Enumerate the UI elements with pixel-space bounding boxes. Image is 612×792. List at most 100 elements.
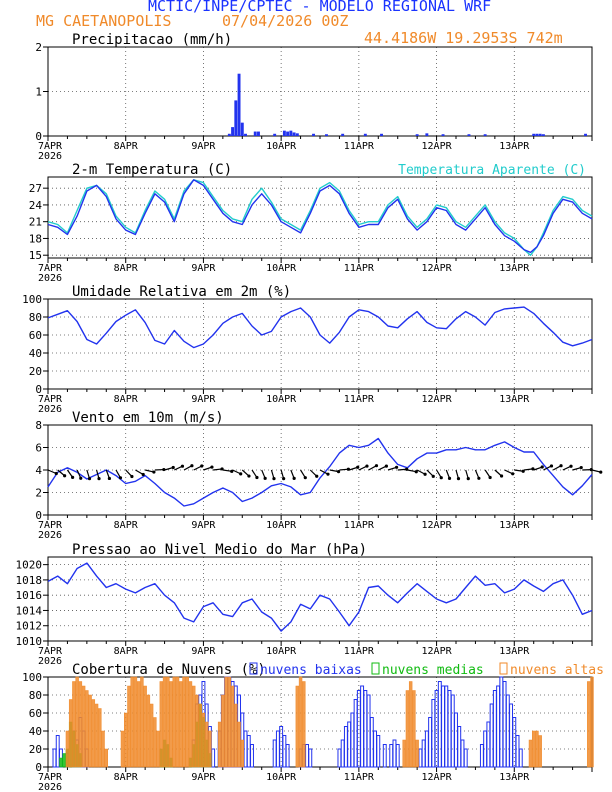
cloud-bar-altas — [98, 708, 102, 768]
cloud-bar-altas — [127, 685, 131, 768]
precip-bar — [237, 73, 241, 136]
x-tick-label: 12APR — [422, 520, 453, 531]
wind-arrow-head — [272, 477, 276, 481]
wind-arrow-head — [303, 476, 307, 480]
cloud-bar-altas — [298, 676, 303, 768]
precip-bar — [441, 134, 445, 136]
wind-arrow-head — [423, 472, 427, 476]
wind-arrow-head — [54, 471, 58, 476]
cloud-bar-baixas — [55, 735, 60, 768]
x-tick-label: 7APR — [38, 646, 63, 657]
cloud-bar-baixas — [444, 685, 449, 768]
cloud-bar-altas — [162, 676, 167, 768]
cloud-bar-altas — [198, 703, 202, 768]
x-year-label: 2026 — [38, 782, 62, 792]
cloud-bar-baixas — [515, 735, 520, 768]
x-tick-label: 7APR — [38, 141, 63, 152]
cloud-bar-baixas — [376, 735, 381, 768]
cloud-bar-altas — [149, 703, 154, 768]
x-tick-label: 11APR — [344, 772, 375, 783]
cloud-bar-baixas — [489, 703, 494, 768]
x-tick-label: 8APR — [114, 772, 139, 783]
cloud-bar-altas — [101, 730, 105, 768]
cloud-bar-altas — [195, 694, 199, 768]
precip-bar — [380, 133, 383, 136]
wind-arrow-head — [414, 470, 418, 474]
precip-bar — [341, 133, 345, 136]
cloud-bar-altas — [146, 694, 151, 768]
cloud-bar-baixas — [479, 744, 484, 768]
cloud-bar-altas — [201, 712, 206, 768]
y-tick-label: 80 — [29, 689, 42, 702]
wind-arrow-head — [511, 472, 515, 476]
y-tick-label: 40 — [29, 347, 42, 360]
precip-bar — [532, 133, 536, 136]
x-tick-label: 12APR — [422, 646, 453, 657]
cloud-bar-altas — [412, 690, 416, 768]
panel-frame — [47, 556, 593, 642]
y-tick-label: 80 — [29, 311, 42, 324]
wind-arrow-head — [97, 477, 101, 481]
cloud-bar-altas — [169, 681, 173, 768]
wind-arrow-head — [141, 472, 145, 477]
x-tick-label: 8APR — [114, 263, 139, 274]
cloud-bar-altas — [590, 676, 594, 768]
y-tick-label: 1012 — [16, 620, 43, 633]
wind-arrow-head — [282, 477, 286, 481]
precip-bar — [289, 130, 293, 136]
cloud-bar-altas — [75, 676, 79, 768]
cloud-bar-altas — [140, 676, 144, 768]
cloud-bar-baixas — [496, 685, 501, 768]
y-tick-label: 20 — [29, 365, 42, 378]
wind-arrow-head — [79, 476, 83, 480]
cloud-bar-baixas — [275, 730, 280, 768]
cloud-bar-baixas — [421, 739, 426, 768]
cloud-bar-baixas — [512, 717, 517, 768]
cloud-bar-altas — [166, 676, 170, 768]
y-tick-label: 1 — [35, 86, 42, 99]
cloud-bar-altas — [185, 676, 189, 768]
cloud-bar-altas — [192, 685, 196, 768]
cloud-bar-altas — [72, 681, 76, 768]
cloud-bar-baixas — [518, 748, 523, 768]
cloud-bar-altas — [415, 739, 419, 768]
cloud-bar-altas — [104, 748, 108, 768]
x-tick-label: 13APR — [499, 646, 530, 657]
series-line-0 — [47, 437, 593, 507]
x-tick-label: 13APR — [499, 141, 530, 152]
x-tick-label: 8APR — [114, 646, 139, 657]
header-title: MCTIC/INPE/CPTEC - MODELO REGIONAL WRF — [148, 0, 492, 15]
wind-arrow-head — [247, 474, 251, 478]
cloud-bar-altas — [78, 681, 83, 768]
cloud-bar-baixas — [395, 744, 400, 768]
cloud-bar-altas — [405, 690, 410, 768]
cloud-bar-baixas — [499, 676, 504, 768]
cloud-bar-baixas — [505, 694, 510, 768]
cloud-bar-altas — [175, 676, 180, 768]
wind-arrow-head — [394, 465, 399, 469]
x-tick-label: 10APR — [266, 141, 297, 152]
precip-bar — [257, 131, 260, 136]
panel-title: Vento em 10m (m/s) — [72, 410, 224, 426]
wind-arrow-head — [263, 476, 267, 480]
wind-arrow-head — [488, 475, 492, 480]
cloud-bar-altas — [91, 699, 96, 768]
x-tick-label: 8APR — [114, 394, 139, 405]
y-tick-label: 27 — [29, 182, 42, 195]
x-tick-label: 12APR — [422, 772, 453, 783]
wind-arrow-head — [239, 472, 243, 476]
precip-bar — [483, 134, 487, 136]
cloud-bar-altas — [528, 739, 533, 768]
wind-arrow-head — [559, 464, 563, 468]
x-tick-label: 10APR — [266, 263, 297, 274]
y-tick-label: 60 — [29, 329, 42, 342]
panel-title: Precipitacao (mm/h) — [72, 32, 232, 48]
precip-bar — [286, 131, 290, 136]
x-tick-label: 9APR — [191, 646, 216, 657]
x-tick-label: 13APR — [499, 394, 530, 405]
wind-arrow-head — [374, 464, 379, 468]
x-tick-label: 13APR — [499, 520, 530, 531]
cloud-bar-altas — [240, 739, 244, 768]
wind-arrow-head — [599, 470, 603, 474]
cloud-bar-altas — [153, 717, 157, 768]
